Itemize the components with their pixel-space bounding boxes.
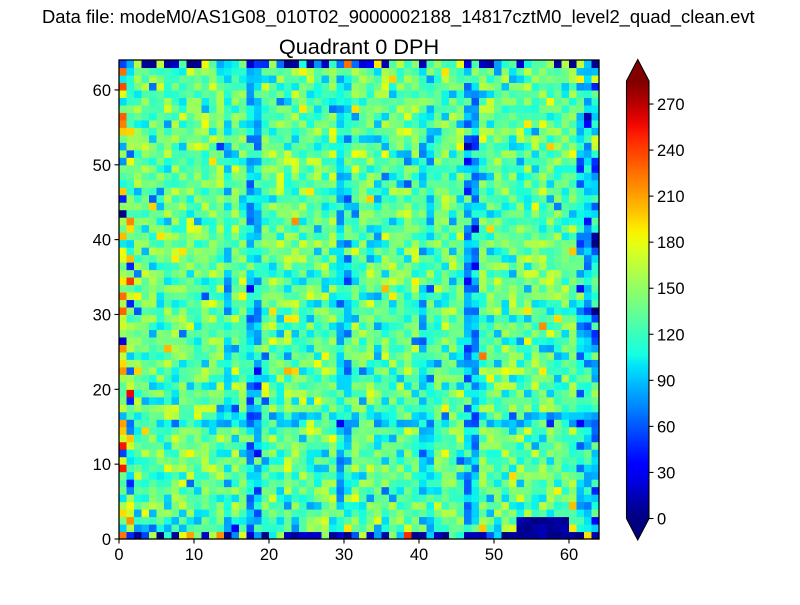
svg-text:10: 10 — [185, 546, 203, 564]
svg-text:40: 40 — [410, 546, 428, 564]
svg-text:60: 60 — [93, 82, 111, 100]
svg-text:Quadrant 0 DPH: Quadrant 0 DPH — [279, 34, 439, 59]
svg-text:240: 240 — [657, 142, 685, 160]
svg-text:0: 0 — [114, 546, 123, 564]
svg-text:30: 30 — [657, 464, 675, 482]
svg-text:210: 210 — [657, 188, 685, 206]
svg-text:40: 40 — [93, 232, 111, 250]
svg-text:30: 30 — [335, 546, 353, 564]
svg-text:50: 50 — [485, 546, 503, 564]
svg-text:50: 50 — [93, 157, 111, 175]
svg-text:270: 270 — [657, 96, 685, 114]
svg-text:20: 20 — [260, 546, 278, 564]
svg-text:120: 120 — [657, 326, 685, 344]
svg-text:90: 90 — [657, 372, 675, 390]
svg-text:0: 0 — [102, 531, 111, 549]
svg-text:150: 150 — [657, 280, 685, 298]
svg-text:20: 20 — [93, 381, 111, 399]
svg-text:10: 10 — [93, 456, 111, 474]
svg-text:60: 60 — [657, 418, 675, 436]
svg-text:Data file: modeM0/AS1G08_010T0: Data file: modeM0/AS1G08_010T02_90000021… — [42, 6, 755, 28]
svg-text:0: 0 — [657, 511, 666, 529]
svg-text:180: 180 — [657, 234, 685, 252]
svg-text:60: 60 — [560, 546, 578, 564]
svg-text:30: 30 — [93, 306, 111, 324]
